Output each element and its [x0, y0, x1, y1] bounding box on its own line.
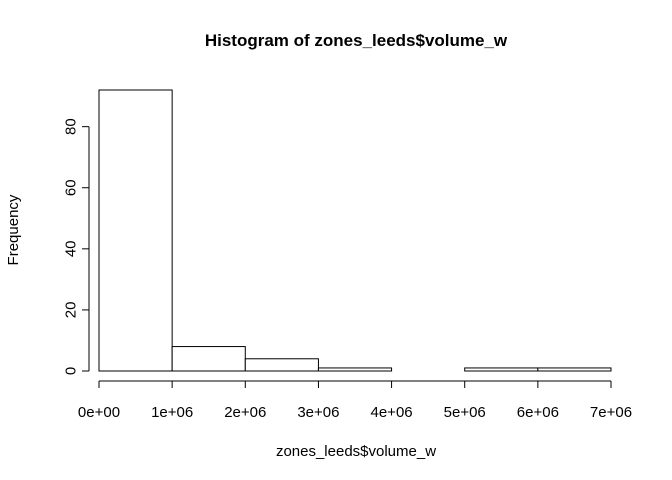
- histogram-bar-2: [244, 358, 319, 372]
- histogram-bar-0: [98, 89, 173, 372]
- x-tick-label: 1e+06: [151, 404, 193, 421]
- y-tick-label: 40: [63, 240, 80, 257]
- y-tick-label: 0: [63, 367, 80, 375]
- x-tick-label: 2e+06: [224, 404, 266, 421]
- bars-group: [98, 89, 612, 372]
- histogram-bar-6: [537, 367, 612, 372]
- x-tick-label: 7e+06: [590, 404, 632, 421]
- y-tick-label: 60: [63, 179, 80, 196]
- histogram-bar-5: [464, 367, 539, 372]
- chart-title: Histogram of zones_leeds$volume_w: [205, 31, 508, 50]
- y-tick-label: 80: [63, 118, 80, 135]
- histogram-bar-1: [171, 346, 246, 372]
- x-tick-label: 0e+00: [78, 404, 120, 421]
- x-tick-label: 3e+06: [297, 404, 339, 421]
- x-tick-label: 6e+06: [517, 404, 559, 421]
- y-axis-label: Frequency: [5, 194, 22, 265]
- y-tick-label: 20: [63, 302, 80, 319]
- x-tick-label: 4e+06: [371, 404, 413, 421]
- histogram-bar-3: [317, 367, 393, 372]
- x-axis-label: zones_leeds$volume_w: [276, 443, 436, 460]
- x-tick-label: 5e+06: [444, 404, 486, 421]
- x-axis: 0e+00 1e+06 2e+06 3e+06 4e+06 5e+06 6e+06 7e+06: [78, 380, 632, 421]
- y-axis: 0 20 40 60 80: [63, 118, 90, 375]
